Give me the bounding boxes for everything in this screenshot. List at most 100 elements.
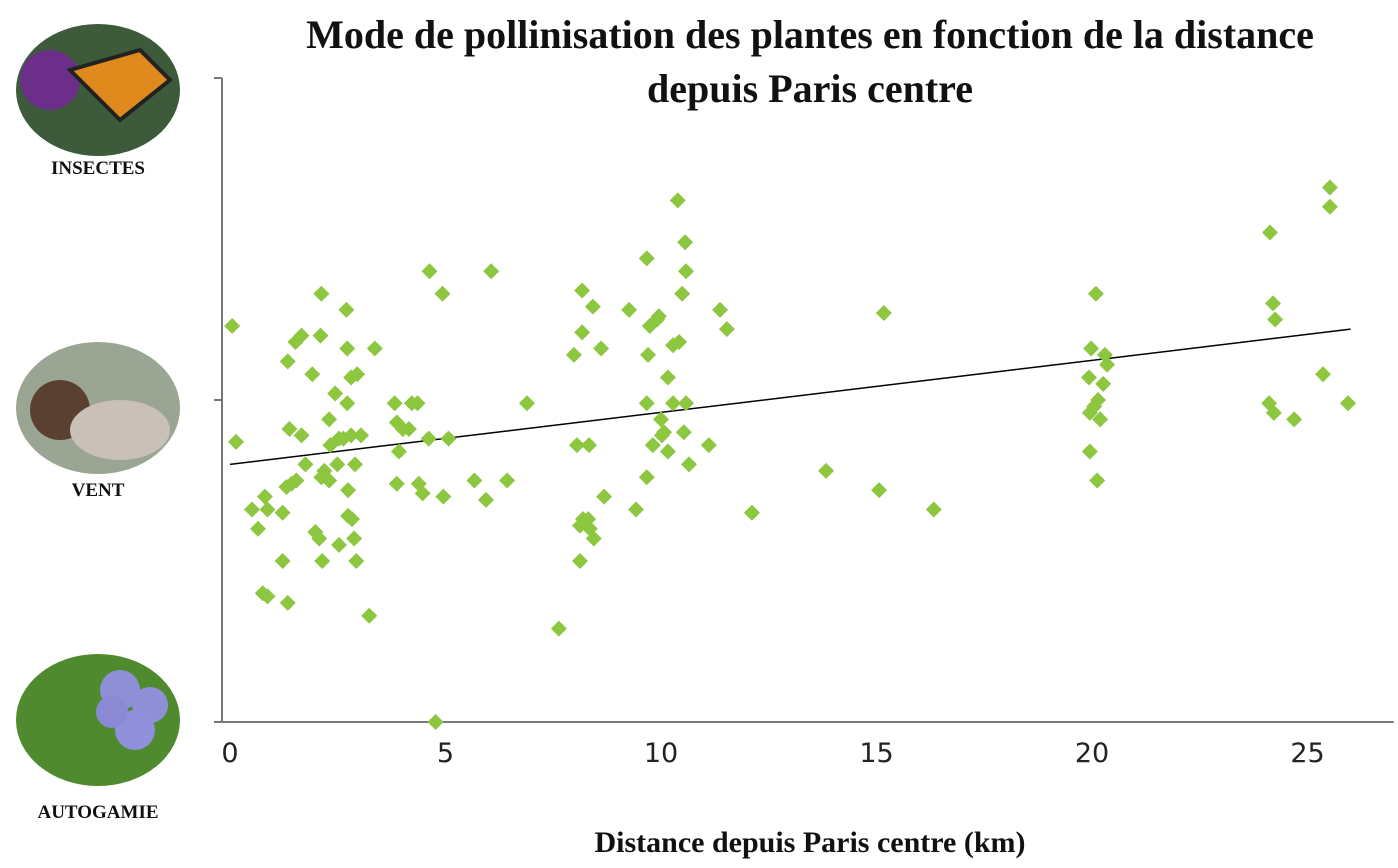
point (256, 488, 273, 505)
point (1265, 295, 1282, 312)
point (669, 192, 686, 209)
point (420, 430, 437, 447)
violet-picture (16, 654, 180, 786)
point (1265, 404, 1282, 421)
point (321, 472, 338, 489)
x-axis-label: Distance depuis Paris centre (km) (594, 826, 1025, 859)
trend-line (229, 328, 1351, 466)
point (1262, 224, 1279, 241)
x-tick-label: 25 (1290, 738, 1324, 769)
point (340, 482, 357, 499)
point (581, 437, 598, 454)
point (550, 620, 567, 637)
point (1267, 311, 1284, 328)
x-tick-label: 10 (644, 738, 678, 769)
point (366, 340, 383, 357)
point (390, 443, 407, 460)
point (327, 385, 344, 402)
point (585, 530, 602, 547)
point (466, 472, 483, 489)
point (288, 472, 305, 489)
point (343, 511, 360, 528)
point (659, 369, 676, 386)
point (259, 501, 276, 518)
point (386, 395, 403, 412)
point (584, 298, 601, 315)
point (250, 520, 267, 537)
point (1089, 472, 1106, 489)
point (1321, 179, 1338, 196)
point (700, 437, 717, 454)
point (427, 714, 444, 730)
point (681, 456, 698, 473)
point (293, 327, 310, 344)
point (311, 530, 328, 547)
point (339, 395, 356, 412)
point (228, 433, 245, 450)
point (243, 501, 260, 518)
point (1340, 395, 1357, 412)
point (361, 607, 378, 624)
point (421, 263, 438, 280)
point (875, 305, 892, 322)
point (274, 553, 291, 569)
point (338, 301, 355, 318)
point (312, 327, 329, 344)
point (644, 437, 661, 454)
point (440, 430, 457, 447)
point (343, 427, 360, 444)
insect-picture (16, 24, 180, 156)
point (565, 346, 582, 363)
point (353, 427, 370, 444)
point (1092, 411, 1109, 428)
point (414, 485, 431, 502)
point (677, 395, 694, 412)
point (638, 395, 655, 412)
point (653, 411, 669, 428)
point (281, 420, 298, 437)
point (640, 346, 657, 363)
point (434, 285, 451, 302)
point (593, 340, 610, 357)
y-tick-label: INSECTES (51, 158, 145, 179)
point (571, 553, 588, 569)
point (1321, 198, 1338, 215)
point (331, 536, 348, 553)
point (656, 424, 673, 441)
point (346, 456, 363, 473)
point (1081, 443, 1098, 460)
point (1286, 411, 1303, 428)
point (1095, 375, 1112, 392)
point (1099, 356, 1116, 373)
point (274, 504, 291, 521)
point (478, 491, 495, 508)
x-tick-label: 0 (221, 738, 238, 769)
point (628, 501, 645, 518)
chart-title: Mode de pollinisation des plantes en fon… (306, 12, 1314, 111)
point (671, 334, 688, 351)
point (279, 353, 296, 370)
point (677, 263, 694, 280)
point (665, 395, 682, 412)
point (674, 285, 691, 302)
point (1315, 366, 1332, 383)
point (675, 424, 692, 441)
point (659, 443, 676, 460)
point (650, 308, 667, 325)
point (638, 469, 655, 486)
point (313, 285, 330, 302)
point (677, 234, 694, 251)
y-tick-label: AUTOGAMIE (37, 802, 158, 823)
point (346, 530, 363, 547)
point (499, 472, 516, 489)
point (1090, 392, 1107, 408)
point (1087, 285, 1104, 302)
point (743, 504, 760, 521)
wind-picture (16, 342, 180, 474)
point (348, 553, 365, 569)
point (574, 282, 591, 299)
point (621, 301, 638, 318)
point (321, 411, 338, 428)
